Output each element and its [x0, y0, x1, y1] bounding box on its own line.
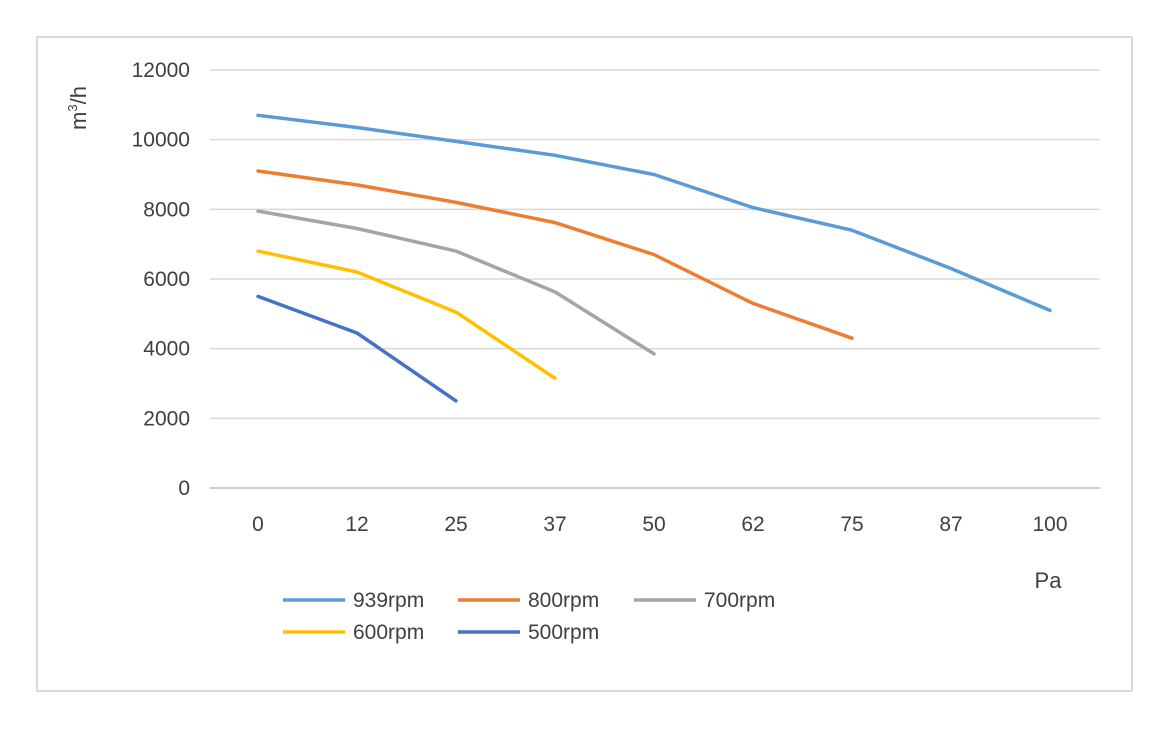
- legend-label: 500rpm: [528, 621, 599, 644]
- legend-item-700rpm: 700rpm: [634, 589, 775, 612]
- legend-item-600rpm: 600rpm: [283, 621, 424, 644]
- legend-item-939rpm: 939rpm: [283, 589, 424, 612]
- y-tick-label: 6000: [143, 268, 190, 291]
- y-tick-label: 0: [178, 477, 190, 500]
- x-tick-label: 75: [840, 513, 863, 536]
- series-line-939rpm: [256, 113, 1052, 313]
- chart-frame: [36, 36, 1133, 692]
- series-line-500rpm: [256, 294, 458, 403]
- series-line-700rpm: [256, 209, 656, 356]
- x-axis-ticks: 0 12 25 37 50 62 75 87 100: [252, 513, 1067, 536]
- legend: 939rpm 800rpm 700rpm 600rpm 500rpm: [283, 589, 775, 644]
- x-axis-title: Pa: [1035, 568, 1063, 593]
- gridlines: [210, 69, 1100, 489]
- series-line-600rpm: [256, 249, 557, 381]
- y-axis-ticks: 0 2000 4000 6000 8000 10000 12000: [132, 59, 190, 500]
- legend-label: 800rpm: [528, 589, 599, 612]
- legend-label: 600rpm: [353, 621, 424, 644]
- x-tick-label: 25: [444, 513, 467, 536]
- x-tick-label: 37: [543, 513, 566, 536]
- x-tick-label: 87: [939, 513, 962, 536]
- x-tick-label: 0: [252, 513, 264, 536]
- x-tick-label: 12: [345, 513, 368, 536]
- x-tick-label: 62: [741, 513, 764, 536]
- series-line-800rpm: [256, 169, 854, 340]
- legend-item-800rpm: 800rpm: [458, 589, 599, 612]
- y-tick-label: 10000: [132, 129, 190, 152]
- y-axis-title: m3/h: [65, 86, 91, 130]
- x-tick-label: 100: [1032, 513, 1067, 536]
- x-tick-label: 50: [642, 513, 665, 536]
- y-tick-label: 12000: [132, 59, 190, 82]
- y-tick-label: 4000: [143, 338, 190, 361]
- legend-item-500rpm: 500rpm: [458, 621, 599, 644]
- y-tick-label: 2000: [143, 407, 190, 430]
- series-lines: [256, 113, 1052, 403]
- y-tick-label: 8000: [143, 198, 190, 221]
- legend-label: 700rpm: [704, 589, 775, 612]
- legend-label: 939rpm: [353, 589, 424, 612]
